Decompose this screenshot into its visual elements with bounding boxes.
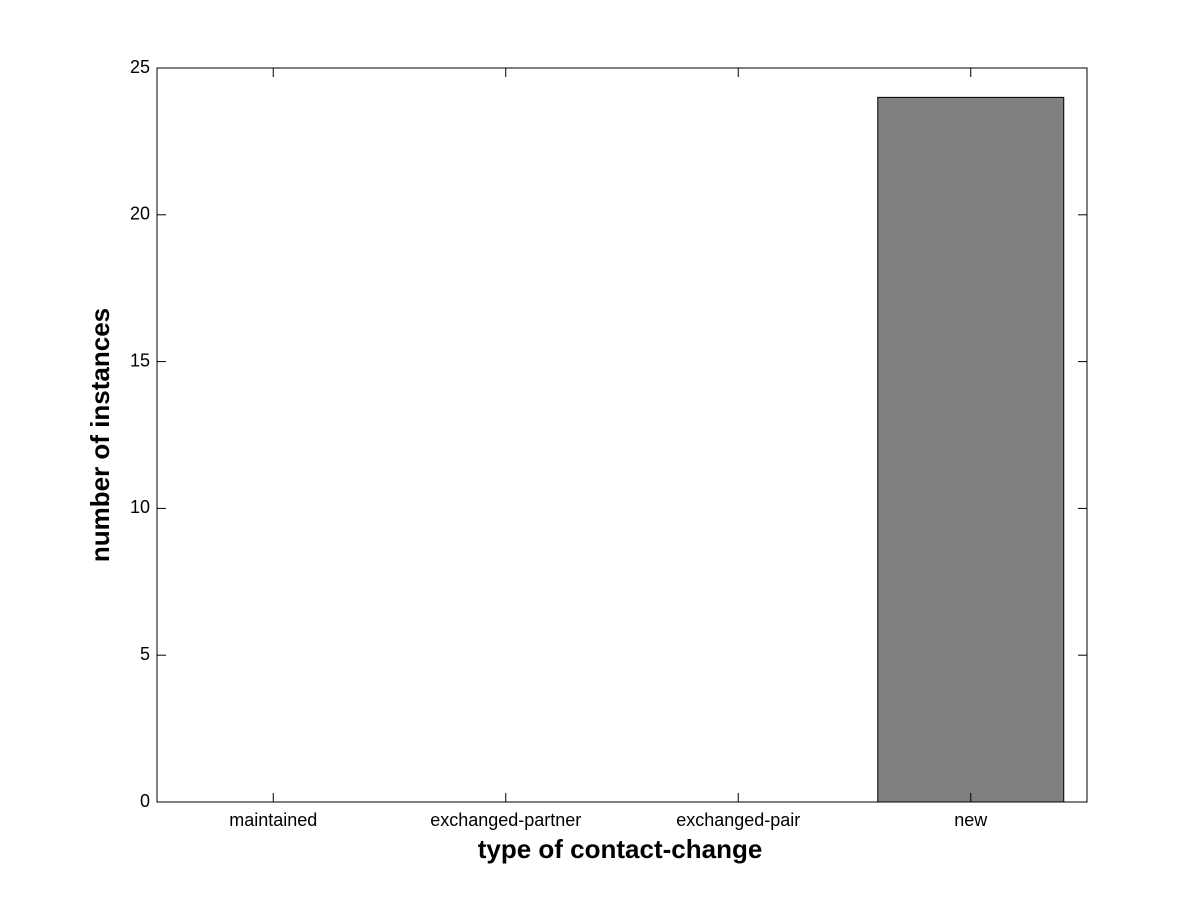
x-tick-label: new — [954, 810, 988, 830]
x-axis-label: type of contact-change — [478, 834, 763, 864]
y-tick-label: 0 — [140, 791, 150, 811]
axes-frame — [156, 67, 1088, 803]
y-tick-label: 15 — [130, 350, 150, 370]
bar — [877, 96, 1065, 803]
x-tick-label: exchanged-pair — [676, 810, 800, 830]
y-tick-label: 10 — [130, 497, 150, 517]
y-tick-label: 5 — [140, 644, 150, 664]
x-tick-label: exchanged-partner — [430, 810, 581, 830]
x-tick-label: maintained — [229, 810, 317, 830]
y-tick-label: 20 — [130, 204, 150, 224]
y-tick-label: 25 — [130, 57, 150, 77]
y-axis-label: number of instances — [85, 308, 115, 562]
